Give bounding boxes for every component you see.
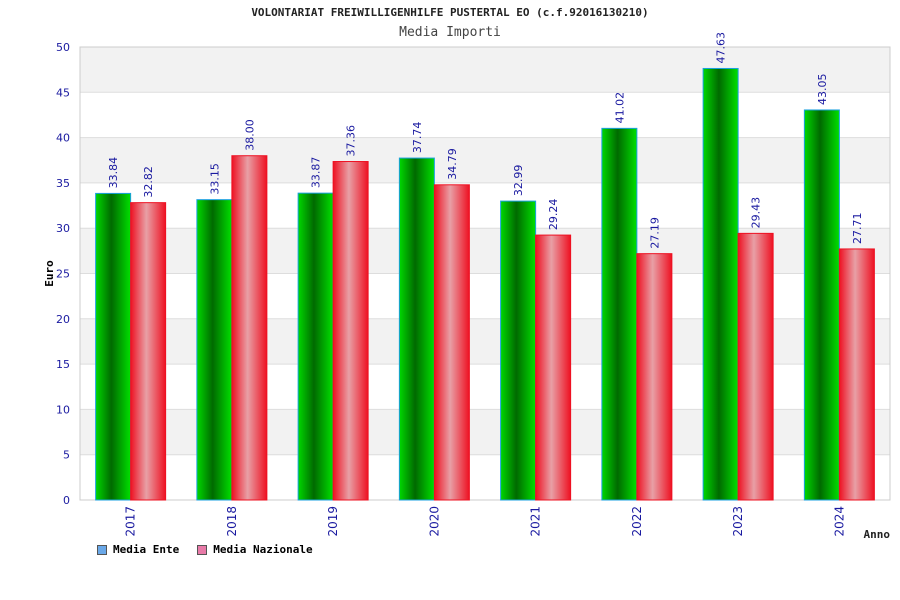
legend-swatch bbox=[97, 544, 107, 555]
y-tick-label: 50 bbox=[56, 41, 70, 54]
x-axis-label: Anno bbox=[864, 528, 891, 541]
y-tick-label: 20 bbox=[56, 313, 70, 326]
grid-band bbox=[80, 137, 890, 183]
data-label: 33.15 bbox=[208, 163, 221, 195]
chart-subtitle: Media Importi bbox=[399, 25, 501, 40]
data-label: 33.87 bbox=[310, 157, 323, 189]
bar-media-nazionale bbox=[636, 253, 673, 501]
bar-media-nazionale bbox=[231, 155, 268, 501]
bar-media-ente bbox=[601, 127, 638, 501]
bar-media-nazionale bbox=[332, 161, 369, 501]
legend-item-media-nazionale: Media Nazionale bbox=[197, 543, 313, 556]
chart-title: VOLONTARIAT FREIWILLIGENHILFE PUSTERTAL … bbox=[251, 6, 649, 19]
data-label: 38.00 bbox=[243, 119, 256, 151]
y-tick-label: 0 bbox=[63, 494, 70, 507]
data-label: 43.05 bbox=[816, 73, 829, 105]
data-label: 32.82 bbox=[142, 166, 155, 198]
plot-border bbox=[79, 46, 891, 501]
y-tick-label: 25 bbox=[56, 268, 70, 281]
data-label: 37.74 bbox=[411, 122, 424, 154]
data-label: 37.36 bbox=[345, 125, 358, 157]
y-tick-label: 30 bbox=[56, 222, 70, 235]
data-label: 27.71 bbox=[851, 212, 864, 244]
bar-media-nazionale bbox=[737, 232, 774, 501]
legend: Media Ente Media Nazionale bbox=[97, 543, 313, 556]
x-tick-label: 2023 bbox=[731, 506, 745, 537]
y-tick-label: 45 bbox=[56, 86, 70, 99]
data-label: 32.99 bbox=[512, 165, 525, 197]
data-label: 27.19 bbox=[648, 217, 661, 249]
bar-media-ente bbox=[196, 199, 233, 501]
legend-label: Media Nazionale bbox=[213, 543, 313, 556]
bar-media-ente bbox=[702, 67, 739, 501]
y-tick-label: 10 bbox=[56, 403, 70, 416]
bar-media-nazionale bbox=[433, 184, 470, 501]
bar-media-ente bbox=[95, 192, 132, 501]
y-tick-label: 40 bbox=[56, 132, 70, 145]
data-label: 33.84 bbox=[107, 157, 120, 189]
bar-media-nazionale bbox=[535, 234, 572, 501]
data-label: 29.43 bbox=[750, 197, 763, 229]
bar-media-ente bbox=[500, 200, 537, 501]
x-tick-label: 2017 bbox=[124, 506, 138, 537]
data-label: 34.79 bbox=[446, 148, 459, 180]
x-tick-label: 2019 bbox=[326, 506, 340, 537]
legend-label: Media Ente bbox=[113, 543, 180, 556]
y-tick-label: 5 bbox=[63, 449, 70, 462]
grid-band bbox=[80, 47, 890, 93]
y-tick-label: 35 bbox=[56, 177, 70, 190]
x-tick-label: 2021 bbox=[529, 506, 543, 537]
bar-media-ente bbox=[297, 192, 334, 501]
bar-media-ente bbox=[803, 109, 840, 501]
x-tick-label: 2024 bbox=[832, 506, 846, 537]
x-tick-label: 2022 bbox=[630, 506, 644, 537]
x-tick-label: 2020 bbox=[427, 506, 441, 537]
legend-swatch bbox=[197, 544, 208, 555]
grid-band bbox=[80, 92, 890, 138]
y-axis-label: Euro bbox=[43, 260, 56, 287]
legend-item-media-ente: Media Ente bbox=[97, 543, 179, 556]
bar-media-nazionale bbox=[838, 248, 875, 501]
bar-media-ente bbox=[398, 157, 435, 501]
data-label: 41.02 bbox=[613, 92, 626, 124]
x-tick-label: 2018 bbox=[225, 506, 239, 537]
y-tick-label: 15 bbox=[56, 358, 70, 371]
data-label: 47.63 bbox=[715, 32, 728, 64]
bar-media-nazionale bbox=[130, 202, 167, 501]
data-label: 29.24 bbox=[547, 199, 560, 231]
